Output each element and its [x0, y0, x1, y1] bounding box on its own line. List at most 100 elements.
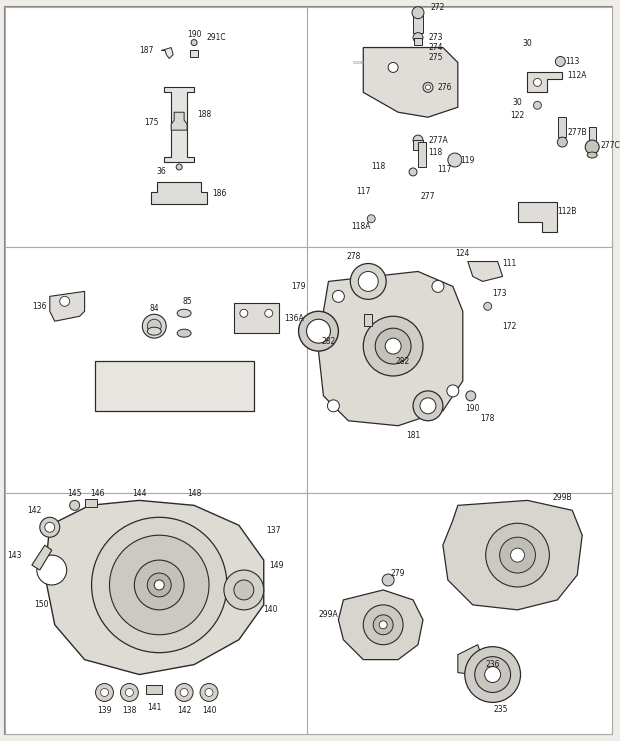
Circle shape — [409, 168, 417, 176]
Text: 181: 181 — [406, 431, 420, 440]
Text: 117: 117 — [438, 165, 452, 174]
Bar — [306, 494, 612, 734]
Circle shape — [154, 580, 164, 590]
Circle shape — [60, 296, 69, 306]
Text: 279: 279 — [391, 568, 405, 577]
Circle shape — [148, 319, 161, 333]
Circle shape — [95, 683, 113, 702]
Circle shape — [69, 500, 79, 511]
Circle shape — [425, 85, 430, 90]
Circle shape — [375, 328, 411, 364]
Circle shape — [533, 79, 541, 87]
Text: 143: 143 — [7, 551, 22, 559]
Polygon shape — [518, 202, 557, 232]
Text: 278: 278 — [346, 252, 360, 261]
Bar — [413, 13, 423, 33]
Text: 84: 84 — [149, 304, 159, 313]
Text: 113: 113 — [565, 57, 580, 66]
Bar — [306, 247, 612, 494]
Text: 141: 141 — [147, 703, 161, 712]
Polygon shape — [151, 182, 207, 204]
Bar — [414, 38, 422, 44]
Text: 190: 190 — [466, 405, 480, 413]
Ellipse shape — [587, 152, 597, 158]
Polygon shape — [32, 545, 51, 570]
Bar — [5, 494, 306, 734]
Text: 277B: 277B — [567, 127, 587, 136]
Circle shape — [176, 164, 182, 170]
Text: 299B: 299B — [552, 493, 572, 502]
Circle shape — [373, 615, 393, 635]
Circle shape — [180, 688, 188, 697]
Text: 85: 85 — [182, 297, 192, 306]
Text: 124: 124 — [456, 249, 470, 258]
Polygon shape — [528, 73, 562, 93]
Circle shape — [143, 314, 166, 338]
Polygon shape — [443, 500, 582, 610]
Circle shape — [413, 33, 423, 42]
Circle shape — [110, 535, 209, 635]
Circle shape — [327, 400, 339, 412]
Text: 117: 117 — [356, 187, 371, 196]
Text: 186: 186 — [212, 190, 226, 199]
Bar — [418, 142, 426, 167]
Text: 149: 149 — [270, 561, 284, 570]
Circle shape — [40, 517, 60, 537]
Circle shape — [358, 271, 378, 291]
Bar — [589, 127, 596, 142]
Circle shape — [135, 560, 184, 610]
Text: 235: 235 — [494, 705, 508, 714]
Text: 273: 273 — [428, 33, 443, 42]
Circle shape — [423, 82, 433, 93]
Circle shape — [363, 316, 423, 376]
Text: 111: 111 — [502, 259, 516, 268]
Text: oooo: oooo — [352, 60, 365, 65]
Circle shape — [448, 153, 462, 167]
Polygon shape — [363, 47, 458, 117]
Text: 122: 122 — [510, 110, 525, 120]
Circle shape — [379, 621, 387, 629]
Circle shape — [388, 62, 398, 73]
Text: 172: 172 — [502, 322, 516, 330]
Circle shape — [92, 517, 227, 653]
Bar — [234, 303, 278, 333]
Text: 145: 145 — [68, 489, 82, 498]
Polygon shape — [319, 271, 463, 426]
Circle shape — [299, 311, 339, 351]
Circle shape — [465, 647, 521, 702]
Text: 188: 188 — [197, 110, 211, 119]
Text: 187: 187 — [139, 46, 154, 55]
Text: 30: 30 — [513, 98, 523, 107]
Bar — [84, 499, 97, 508]
Bar — [146, 685, 162, 694]
Polygon shape — [171, 112, 187, 130]
Circle shape — [413, 391, 443, 421]
Circle shape — [125, 688, 133, 697]
Polygon shape — [50, 291, 84, 322]
Text: 142: 142 — [177, 706, 192, 715]
Bar — [5, 247, 306, 494]
Circle shape — [175, 683, 193, 702]
Circle shape — [556, 56, 565, 67]
Text: 282: 282 — [396, 356, 410, 365]
Text: 190: 190 — [187, 30, 202, 39]
Circle shape — [234, 580, 254, 600]
Circle shape — [432, 280, 444, 293]
Text: 277: 277 — [421, 193, 435, 202]
Text: 136: 136 — [33, 302, 47, 310]
Circle shape — [382, 574, 394, 586]
Text: 118: 118 — [371, 162, 385, 171]
Polygon shape — [458, 645, 483, 674]
Text: 272: 272 — [431, 3, 445, 12]
Text: 118A: 118A — [352, 222, 371, 231]
Circle shape — [306, 319, 330, 343]
Circle shape — [420, 398, 436, 413]
Text: 277A: 277A — [428, 136, 448, 144]
Bar — [5, 7, 306, 247]
Text: 118: 118 — [428, 147, 442, 156]
Circle shape — [475, 657, 511, 693]
Circle shape — [367, 215, 375, 223]
Bar — [95, 361, 254, 411]
Circle shape — [240, 309, 248, 317]
Text: 146: 146 — [91, 489, 105, 498]
